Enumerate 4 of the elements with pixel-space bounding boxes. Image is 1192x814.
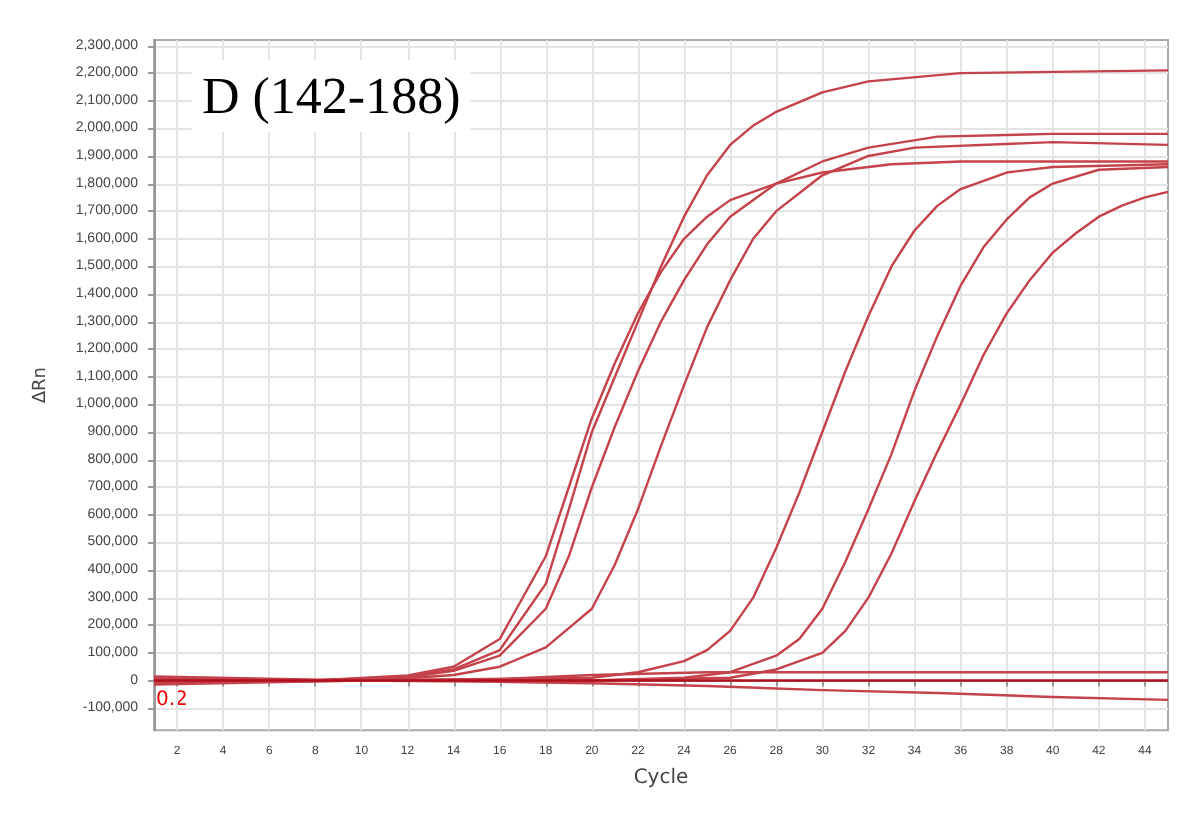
text: D (142-188) — [202, 67, 461, 125]
y-axis-title: ΔRn — [31, 366, 51, 404]
x-axis-title: Cycle — [633, 767, 689, 789]
annotation: 0.2 — [156, 689, 188, 711]
